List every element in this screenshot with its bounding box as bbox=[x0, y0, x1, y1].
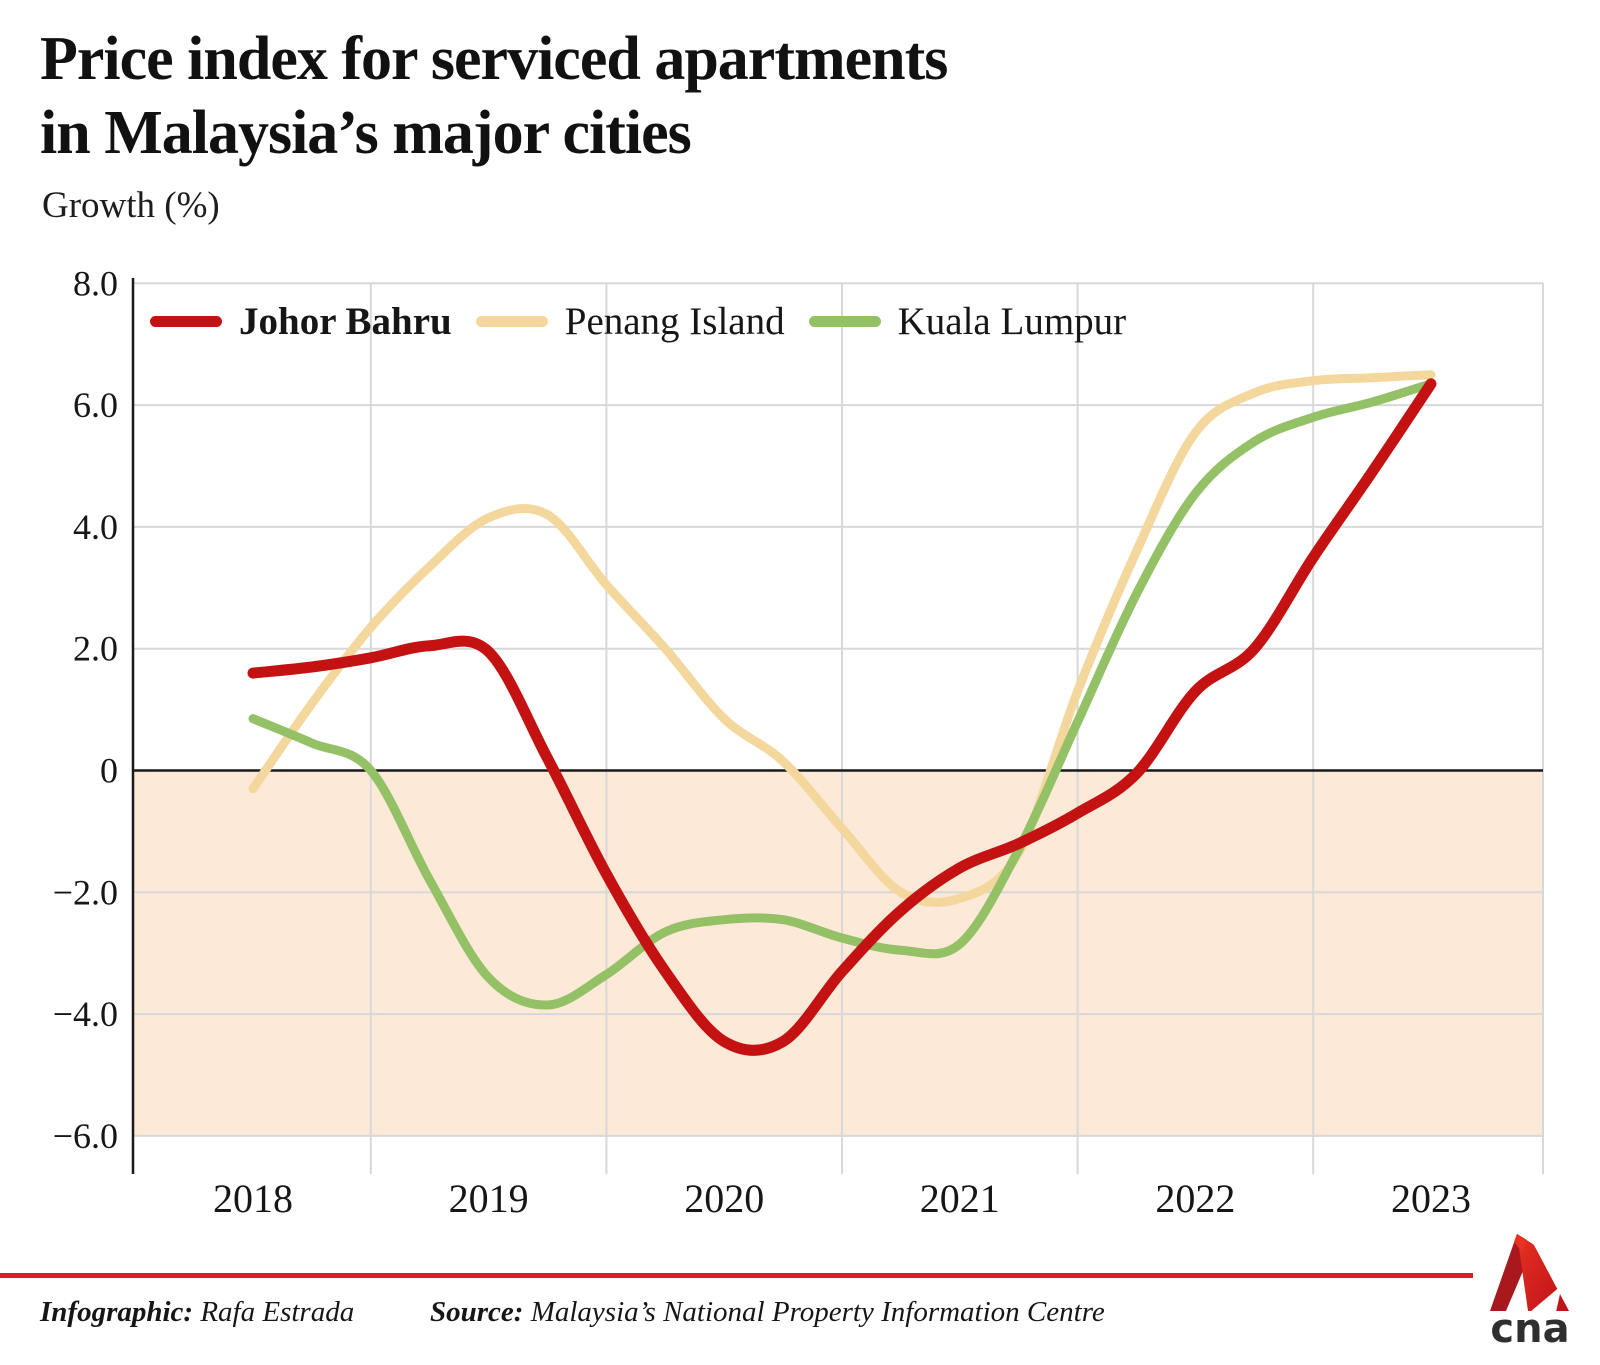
infographic-credit-value: Rafa Estrada bbox=[200, 1296, 355, 1328]
cna-logo: cna bbox=[1490, 1234, 1570, 1348]
y-tick-label: 8.0 bbox=[73, 263, 118, 303]
y-tick-label: 4.0 bbox=[73, 507, 118, 547]
footer-divider-rule bbox=[0, 1273, 1473, 1278]
legend-item-kuala-lumpur: Kuala Lumpur bbox=[808, 299, 1127, 344]
y-tick-label: −4.0 bbox=[53, 994, 118, 1034]
x-tick-label: 2018 bbox=[213, 1176, 293, 1221]
chart-legend: Johor Bahru Penang Island Kuala Lumpur bbox=[150, 299, 1126, 344]
y-tick-label: 6.0 bbox=[73, 385, 118, 425]
penang-island-line-swatch bbox=[475, 316, 548, 327]
legend-label-kuala-lumpur: Kuala Lumpur bbox=[897, 300, 1127, 343]
x-tick-label: 2023 bbox=[1391, 1176, 1471, 1221]
y-tick-label: 2.0 bbox=[73, 629, 118, 669]
x-tick-label: 2020 bbox=[684, 1176, 764, 1221]
y-tick-label: −6.0 bbox=[53, 1116, 118, 1156]
x-tick-label: 2022 bbox=[1155, 1176, 1235, 1221]
cna-logo-mark-icon bbox=[1490, 1234, 1569, 1312]
infographic-credit-label: Infographic: bbox=[40, 1296, 194, 1328]
legend-item-penang-island: Penang Island bbox=[475, 299, 785, 344]
johor-bahru-line-swatch bbox=[150, 316, 222, 327]
y-tick-label: −2.0 bbox=[53, 872, 118, 912]
y-axis-unit-label: Growth (%) bbox=[42, 185, 220, 226]
x-tick-label: 2021 bbox=[920, 1176, 1000, 1221]
infographic-credit: Infographic: Rafa Estrada bbox=[40, 1296, 354, 1329]
source-credit: Source: Malaysia’s National Property Inf… bbox=[430, 1296, 1105, 1329]
legend-label-johor-bahru: Johor Bahru bbox=[239, 300, 452, 343]
series-line-penang-island bbox=[248, 370, 1436, 907]
title-line-1: Price index for serviced apartments bbox=[40, 25, 948, 93]
page-title: Price index for serviced apartments in M… bbox=[40, 22, 948, 170]
source-credit-value: Malaysia’s National Property Information… bbox=[530, 1296, 1105, 1328]
x-tick-label: 2019 bbox=[449, 1176, 529, 1221]
series-line-kuala-lumpur bbox=[248, 379, 1436, 1010]
legend-label-penang-island: Penang Island bbox=[564, 300, 785, 343]
legend-item-johor-bahru: Johor Bahru bbox=[150, 299, 452, 344]
source-credit-label: Source: bbox=[430, 1296, 524, 1328]
kuala-lumpur-line-swatch bbox=[808, 316, 881, 327]
y-tick-label: 0 bbox=[100, 751, 118, 791]
title-line-2: in Malaysia’s major cities bbox=[40, 99, 692, 167]
negative-region-shading bbox=[133, 770, 1543, 1136]
series-line-johor-bahru bbox=[247, 378, 1437, 1056]
cna-logo-text: cna bbox=[1490, 1306, 1569, 1348]
